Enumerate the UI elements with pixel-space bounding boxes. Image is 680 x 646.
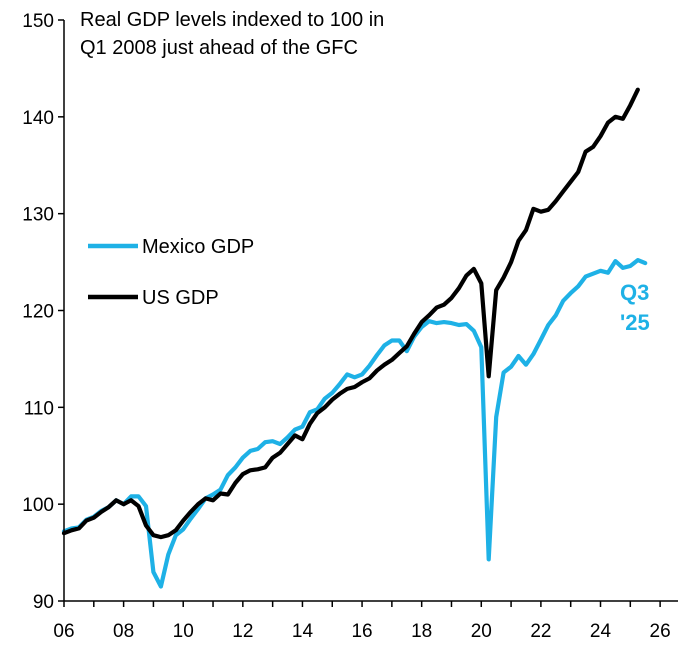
x-tick-label: 22 xyxy=(530,621,551,642)
chart-title-line-2: Q1 2008 just ahead of the GFC xyxy=(80,37,358,59)
y-tick-label: 130 xyxy=(22,205,54,226)
x-ticks: 06 08 10 12 14 16 18 20 22 24 26 xyxy=(53,601,671,642)
end-label-year: '25 xyxy=(620,310,650,335)
chart-title: Real GDP levels indexed to 100 in Q1 200… xyxy=(80,9,384,59)
y-tick-label: 150 xyxy=(22,11,54,32)
x-tick-label: 14 xyxy=(292,621,314,642)
x-tick-label: 08 xyxy=(113,621,134,642)
end-label: Q3 '25 xyxy=(620,280,650,335)
x-tick-label: 06 xyxy=(53,621,74,642)
y-tick-label: 90 xyxy=(33,592,54,613)
x-tick-label: 24 xyxy=(590,621,612,642)
y-ticks: 90 100 110 120 130 140 150 xyxy=(22,11,64,613)
chart-title-line-1: Real GDP levels indexed to 100 in xyxy=(80,9,384,31)
x-tick-label: 10 xyxy=(173,621,194,642)
x-tick-label: 20 xyxy=(471,621,492,642)
series-line-us-gdp xyxy=(61,87,640,540)
x-tick-label: 12 xyxy=(232,621,253,642)
y-tick-label: 110 xyxy=(24,398,54,419)
axes: 90 100 110 120 130 140 150 06 08 10 12 14 16 18 20 22 2… xyxy=(22,11,678,642)
y-tick-label: 100 xyxy=(22,495,54,516)
x-tick-label: 16 xyxy=(351,621,372,642)
legend-label-us: US GDP xyxy=(142,287,219,309)
y-tick-label: 120 xyxy=(22,302,54,323)
x-tick-label: 18 xyxy=(411,621,432,642)
y-tick-label: 140 xyxy=(22,108,54,129)
series-line-mexico-gdp xyxy=(61,258,648,589)
legend-label-mexico: Mexico GDP xyxy=(142,236,254,258)
end-label-quarter: Q3 xyxy=(620,280,649,305)
legend: Mexico GDP US GDP xyxy=(88,236,254,309)
plot-lines xyxy=(61,87,648,589)
x-tick-label: 26 xyxy=(650,621,671,642)
